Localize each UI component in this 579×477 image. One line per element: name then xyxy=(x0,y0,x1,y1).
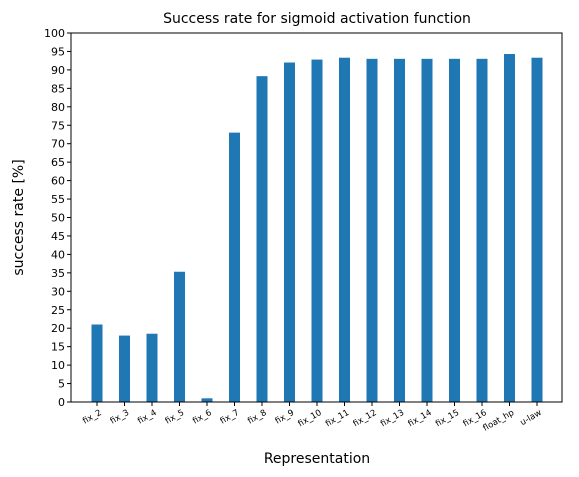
bar-fix_2 xyxy=(91,324,103,402)
plot-frame xyxy=(70,32,563,403)
y-tick-label: 0 xyxy=(58,396,65,409)
y-tick-label: 50 xyxy=(51,212,65,225)
y-tick-label: 85 xyxy=(51,82,65,95)
x-tick-label: fix_15 xyxy=(434,408,461,429)
x-tick-label: fix_9 xyxy=(274,408,296,427)
bar-fix_16 xyxy=(476,58,488,403)
x-axis-label: Representation xyxy=(264,451,370,467)
bar-fix_4 xyxy=(146,333,158,402)
bar-fix_3 xyxy=(119,335,130,402)
bar-fix_9 xyxy=(284,62,295,403)
y-tick-label: 60 xyxy=(51,175,65,188)
bar-fix_13 xyxy=(394,58,405,403)
bar-fix_15 xyxy=(449,58,460,403)
y-tick-label: 5 xyxy=(58,378,65,391)
bar-fix_5 xyxy=(174,271,185,402)
y-tick-label: 30 xyxy=(51,285,65,298)
y-tick-label: 25 xyxy=(51,304,65,317)
x-tick-label: fix_14 xyxy=(406,408,433,429)
y-axis-label: success rate [%] xyxy=(11,159,27,275)
bar-fix_14 xyxy=(421,58,433,403)
x-tick-label: fix_3 xyxy=(109,408,131,427)
x-tick-label: fix_4 xyxy=(136,408,158,427)
x-tick-label: fix_13 xyxy=(379,408,406,429)
x-axis-ticks: fix_2 fix_3 fix_4 fix_5 fix_6 fix_7 fix_8 fix_9… xyxy=(81,402,544,434)
bar-fix_6 xyxy=(201,398,213,402)
bar-u-law xyxy=(531,57,543,403)
bar-fix_11 xyxy=(339,57,350,403)
x-tick-label: fix_5 xyxy=(164,408,186,427)
y-tick-label: 80 xyxy=(51,101,65,114)
y-tick-label: 65 xyxy=(51,156,65,169)
y-tick-label: 55 xyxy=(51,193,65,206)
x-tick-label: fix_7 xyxy=(219,408,241,427)
x-tick-label: fix_8 xyxy=(246,408,268,427)
bar-float_hp xyxy=(504,54,515,403)
bar-fix_7 xyxy=(229,132,240,402)
y-tick-label: 70 xyxy=(51,138,65,151)
y-tick-label: 75 xyxy=(51,119,65,132)
chart-title: Success rate for sigmoid activation func… xyxy=(163,11,471,27)
bar-fix_12 xyxy=(366,58,378,403)
x-tick-label: fix_2 xyxy=(81,408,103,427)
y-tick-label: 100 xyxy=(44,27,65,40)
y-tick-label: 10 xyxy=(51,359,65,372)
y-tick-label: 45 xyxy=(51,230,65,243)
y-tick-label: 95 xyxy=(51,45,65,58)
bars xyxy=(91,54,543,403)
y-tick-label: 15 xyxy=(51,341,65,354)
bar-fix_10 xyxy=(311,59,323,403)
y-tick-label: 20 xyxy=(51,322,65,335)
bar-fix_8 xyxy=(256,76,268,402)
x-tick-label: float_hp xyxy=(481,408,516,434)
x-tick-label: fix_12 xyxy=(351,408,378,429)
y-tick-label: 35 xyxy=(51,267,65,280)
x-tick-label: fix_6 xyxy=(191,408,213,427)
y-tick-label: 40 xyxy=(51,248,65,261)
x-tick-label: u-law xyxy=(519,408,544,428)
y-axis-ticks: 0 5 10 15 20 25 30 35 40 45 50 55 60 65 70 75 80 85 90 95 10… xyxy=(44,27,71,409)
x-tick-label: fix_10 xyxy=(296,408,323,429)
x-tick-label: fix_11 xyxy=(324,408,351,429)
plot-area: 0 5 10 15 20 25 30 35 40 45 50 55 60 65 70 75 80 85 90 95 10… xyxy=(44,27,563,434)
y-tick-label: 90 xyxy=(51,64,65,77)
